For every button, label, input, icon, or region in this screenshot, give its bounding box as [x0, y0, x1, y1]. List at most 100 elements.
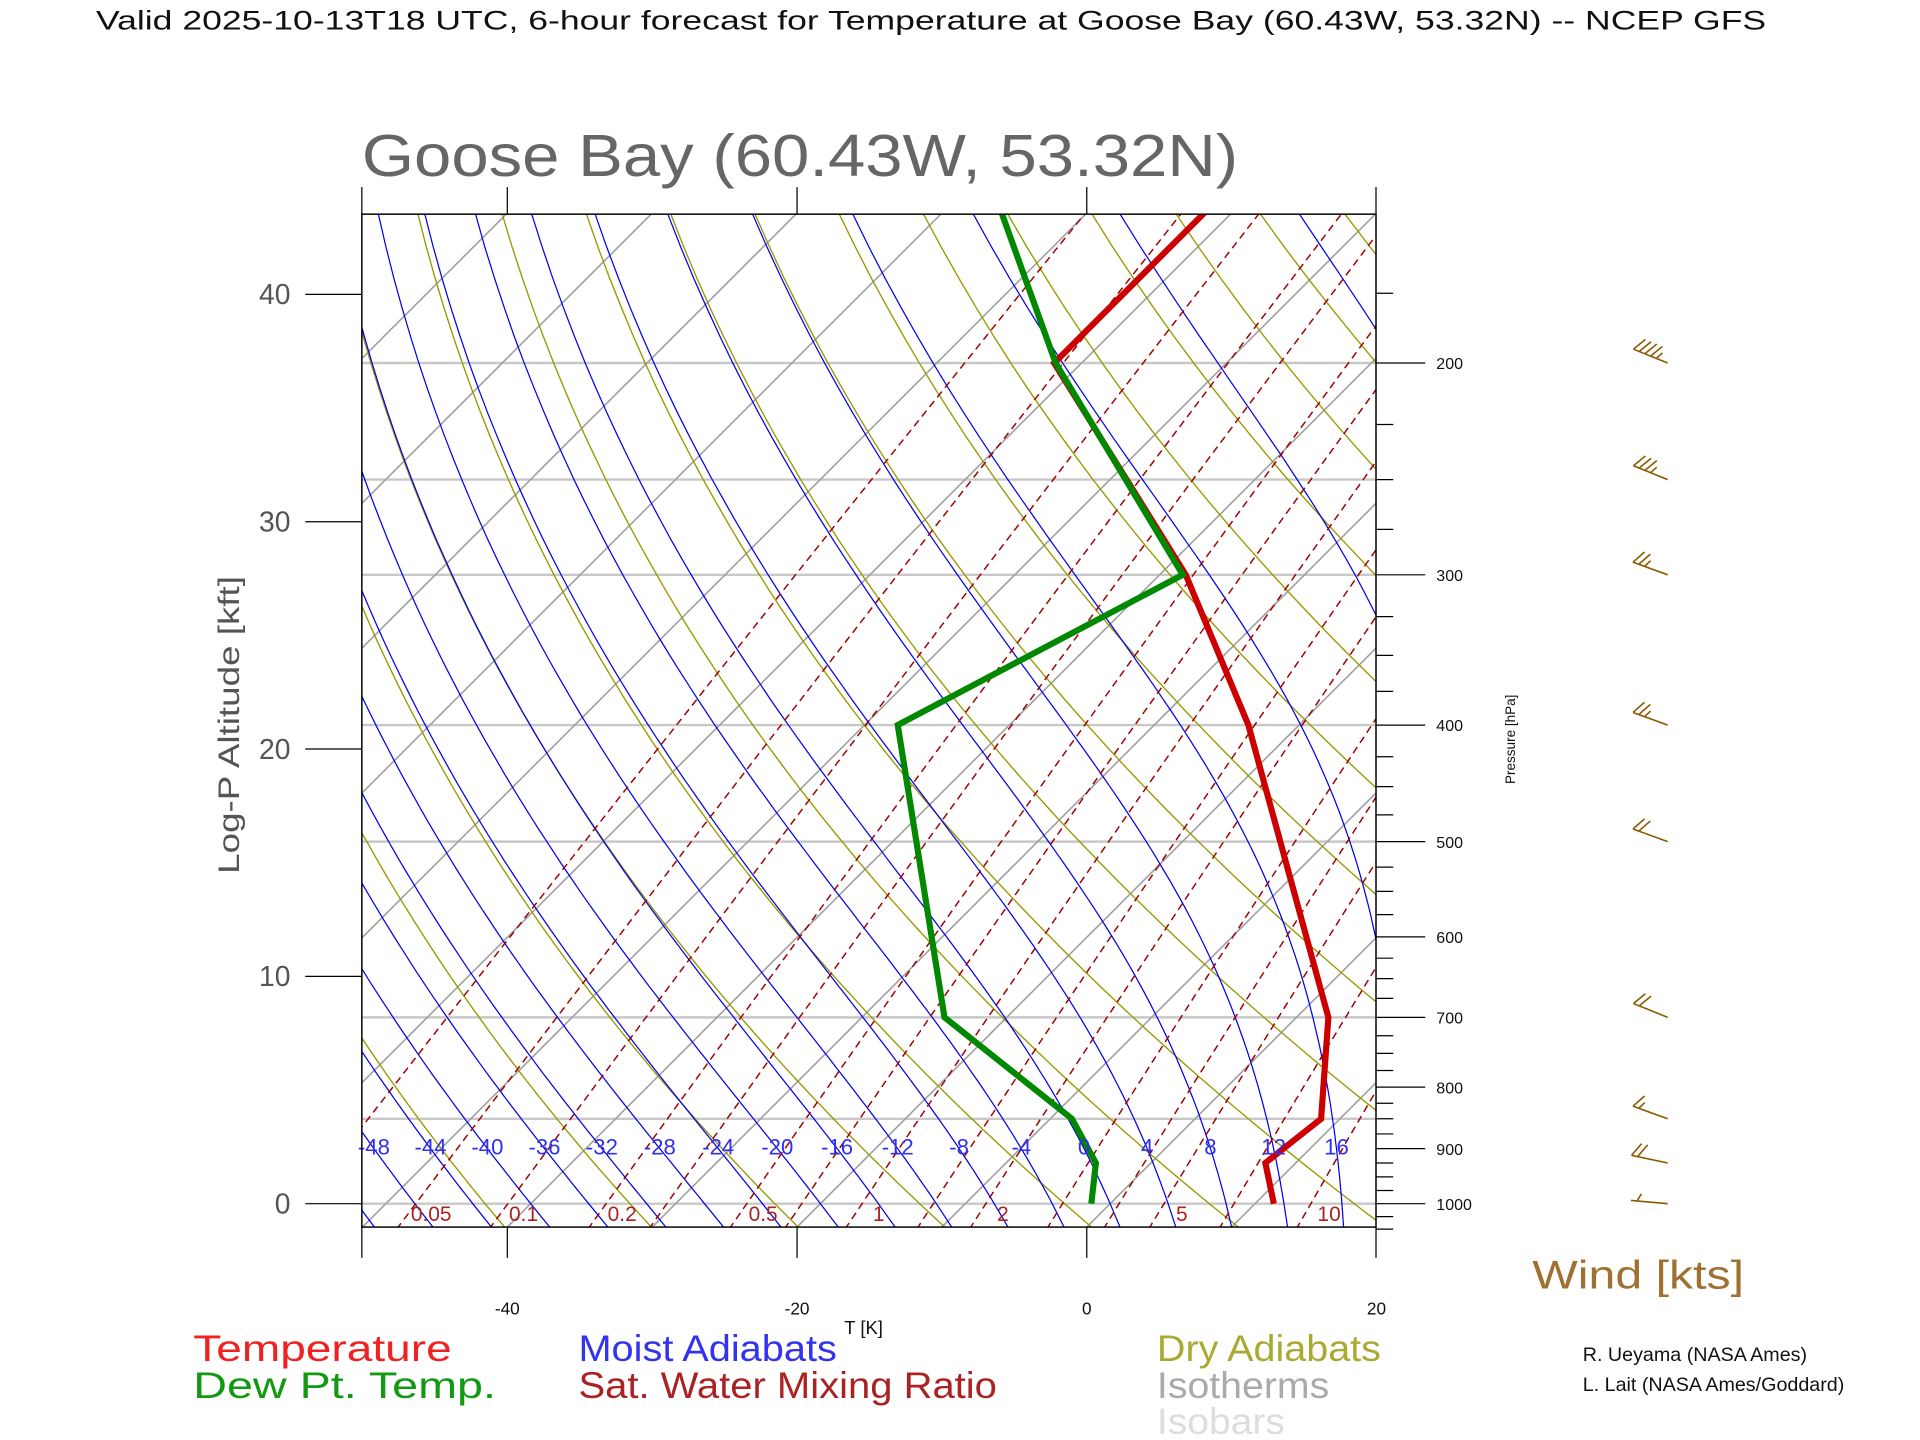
- mixing-ratio-line: [1388, 177, 1920, 1229]
- wind-label: Wind [kts]: [1532, 1254, 1744, 1298]
- dry-adiabat-line: [361, 329, 946, 1228]
- credit-line-2: L. Lait (NASA Ames/Goddard): [1583, 1374, 1845, 1396]
- pressure-tick-label: 200: [1436, 356, 1463, 373]
- temperature-tick-label: 0: [1082, 1298, 1092, 1318]
- mixing-ratio-line: [784, 388, 1376, 1228]
- isotherm-line: [1664, 177, 1920, 1229]
- pressure-tick-label: 700: [1436, 1011, 1463, 1028]
- moist-adiabat-line: [667, 214, 1233, 1228]
- isotherm-line: [361, 214, 1232, 1084]
- mixing-ratio-line: [1455, 177, 1920, 1229]
- moist-adiabat-label: -28: [644, 1134, 676, 1159]
- pressure-tick-label: 800: [1436, 1080, 1463, 1097]
- dry-adiabat-line: [1565, 177, 1920, 1229]
- mixing-ratio-label: 0.5: [749, 1203, 778, 1226]
- isotherm-line: [651, 502, 1376, 1228]
- moist-adiabat-line: [361, 589, 782, 1228]
- sounding-profiles: [894, 214, 1332, 1205]
- y-axis-label: Log-P Altitude [kft]: [213, 576, 246, 874]
- wind-barb: [1632, 455, 1668, 481]
- moist-adiabat-label: -16: [821, 1134, 853, 1159]
- moist-adiabat-line: [1626, 213, 1752, 1229]
- moist-adiabat-label: 16: [1324, 1134, 1349, 1159]
- pressure-tick-label: 500: [1436, 835, 1463, 852]
- mixing-ratio-line: [1149, 860, 1376, 1228]
- isotherm-line: [1519, 177, 1920, 1229]
- moist-adiabat-label: 0: [1078, 1134, 1090, 1159]
- wind-barb: [1632, 818, 1668, 843]
- dry-adiabat-line: [1400, 177, 1920, 1229]
- dry-adiabat-line: [0, 177, 213, 1229]
- temperature-tick-label: 20: [1367, 1298, 1386, 1318]
- moist-adiabat-line: [0, 213, 317, 1229]
- moist-adiabat-line: [361, 1209, 376, 1228]
- legend-item-isotherms: Isotherms: [1157, 1365, 1329, 1406]
- dry-adiabat-line: [1730, 177, 1920, 1229]
- mixing-ratio-line: [649, 234, 1376, 1228]
- isotherm-line: [361, 214, 1087, 940]
- mixing-ratio-label: 0.05: [411, 1203, 452, 1226]
- mixing-ratio-line: [489, 214, 1260, 1228]
- legend-item-dry-adiabats: Dry Adiabats: [1157, 1328, 1381, 1369]
- legend-item-temperature: Temperature: [193, 1328, 451, 1369]
- wind-barb: [1632, 1095, 1668, 1120]
- header-title: Valid 2025-10-13T18 UTC, 6-hour forecast…: [96, 5, 1766, 36]
- moist-adiabat-label: -44: [415, 1134, 447, 1159]
- moist-adiabat-line: [751, 214, 1289, 1228]
- isotherm-line: [361, 214, 798, 650]
- line-labels: -48 -44 -40 -36 -32 -28 -24 -20 -16 -12 -8 -4 0 4 8 12 1…: [358, 1134, 1349, 1225]
- wind-barb: [1632, 993, 1668, 1019]
- moist-adiabat-line: [594, 214, 1177, 1228]
- isotherm-line: [1230, 1081, 1376, 1228]
- moist-adiabat-label: -24: [702, 1134, 734, 1159]
- mixing-ratio-label: 0.1: [509, 1203, 538, 1226]
- isotherm-line: [361, 214, 653, 505]
- dry-adiabat-line: [361, 831, 653, 1228]
- mixing-ratio-line: [1103, 795, 1376, 1228]
- dry-adiabat-line: [361, 1036, 506, 1228]
- mixing-ratio-line: [1047, 717, 1376, 1228]
- dry-adiabat-line: [501, 214, 1240, 1228]
- dry-adiabat-line: [0, 177, 66, 1229]
- isotherm-line: [506, 357, 1376, 1228]
- chart-title: Goose Bay (60.43W, 53.32N): [362, 123, 1238, 189]
- mixing-ratio-line: [588, 214, 1343, 1228]
- plot-frame: [361, 213, 1377, 1228]
- mixing-ratio-label: 10: [1317, 1203, 1340, 1226]
- moist-adiabat-line: [424, 214, 1009, 1228]
- dry-adiabat-line: [361, 604, 800, 1228]
- moist-adiabat-label: -8: [949, 1134, 969, 1159]
- moist-adiabat-label: 12: [1261, 1134, 1286, 1159]
- isotherm-line: [0, 177, 109, 1229]
- dry-adiabat-line: [1482, 177, 1920, 1229]
- moist-adiabat-line: [1119, 214, 1376, 617]
- moist-adiabat-line: [361, 469, 840, 1228]
- moist-adiabat-label: 4: [1141, 1134, 1153, 1159]
- mixing-ratio-label: 2: [997, 1203, 1009, 1226]
- isotherm-line: [361, 214, 508, 360]
- mixing-ratio-line: [1552, 177, 1920, 1229]
- dry-adiabat-line: [417, 214, 1093, 1228]
- pressure-tick-label: 300: [1436, 568, 1463, 585]
- dry-adiabat-line: [1344, 214, 1376, 256]
- dry-adiabat-line: [1648, 177, 1920, 1229]
- legend-item-moist-adiabats: Moist Adiabats: [578, 1328, 836, 1369]
- dry-adiabat-line: [585, 214, 1376, 1222]
- moist-adiabat-label: -40: [471, 1134, 503, 1159]
- mixing-ratio-line: [1508, 177, 1920, 1229]
- moist-adiabat-label: -20: [761, 1134, 793, 1159]
- moist-adiabat-label: -48: [358, 1134, 390, 1159]
- moist-adiabat-line: [361, 967, 551, 1228]
- moist-adiabat-line: [361, 881, 609, 1228]
- temperature-tick-label: -20: [785, 1298, 810, 1318]
- dry-adiabat-line: [922, 214, 1376, 789]
- altitude-tick-label: 40: [259, 278, 290, 310]
- dry-adiabat-line: [754, 214, 1376, 1003]
- mixing-ratio-line: [1296, 1089, 1376, 1228]
- moist-adiabat-line: [361, 694, 725, 1228]
- temperature-tick-label: -40: [495, 1298, 520, 1318]
- dry-adiabat-line: [1259, 214, 1376, 364]
- mixing-ratio-line: [845, 460, 1376, 1228]
- dry-adiabat-line: [1813, 177, 1920, 1229]
